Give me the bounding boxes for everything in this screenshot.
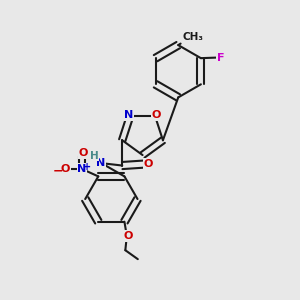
Text: O: O bbox=[152, 110, 161, 120]
Text: CH₃: CH₃ bbox=[182, 32, 203, 42]
Text: +: + bbox=[83, 162, 91, 172]
Text: N: N bbox=[124, 110, 134, 120]
Text: H: H bbox=[90, 151, 98, 161]
Text: F: F bbox=[217, 52, 225, 63]
Text: N: N bbox=[77, 164, 87, 174]
Text: O: O bbox=[123, 231, 132, 241]
Text: N: N bbox=[96, 158, 105, 168]
Text: −: − bbox=[53, 165, 63, 178]
Text: O: O bbox=[143, 159, 153, 169]
Text: O: O bbox=[79, 148, 88, 158]
Text: O: O bbox=[61, 164, 70, 174]
